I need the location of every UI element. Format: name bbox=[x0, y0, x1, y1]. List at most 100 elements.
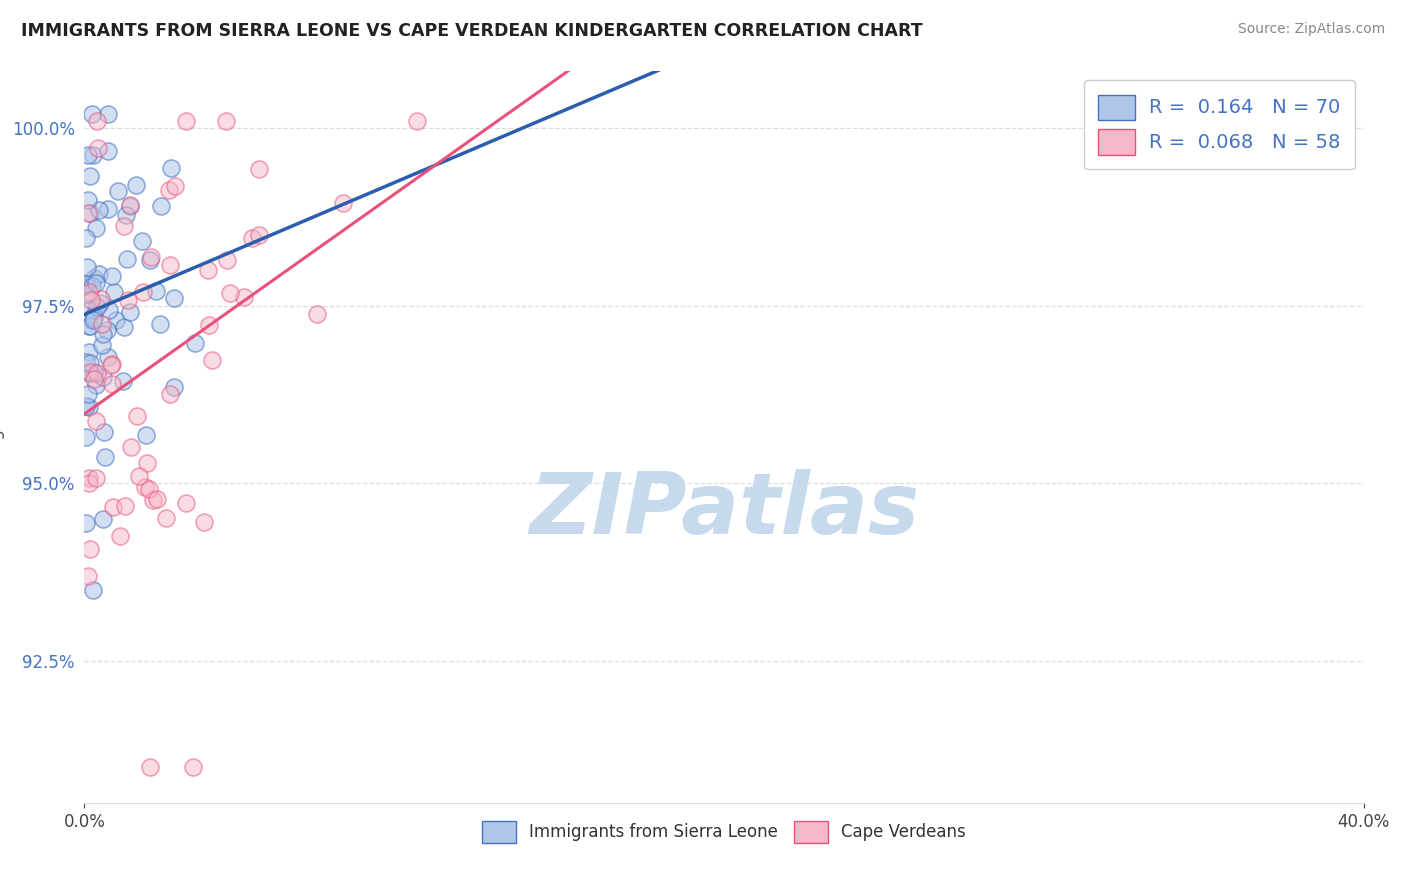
Point bbox=[82, 147, 104, 161]
Point bbox=[125, 178, 148, 192]
Point bbox=[79, 471, 101, 485]
Point bbox=[135, 427, 157, 442]
Point bbox=[201, 352, 224, 367]
Point bbox=[79, 319, 101, 334]
Point bbox=[127, 409, 149, 423]
Point bbox=[149, 317, 172, 331]
Point bbox=[77, 344, 100, 359]
Text: Source: ZipAtlas.com: Source: ZipAtlas.com bbox=[1237, 22, 1385, 37]
Point bbox=[138, 482, 160, 496]
Point bbox=[87, 268, 110, 282]
Point bbox=[111, 374, 134, 388]
Point bbox=[79, 542, 101, 557]
Point bbox=[157, 183, 180, 197]
Point bbox=[75, 355, 97, 369]
Point bbox=[215, 252, 238, 267]
Point bbox=[120, 198, 142, 212]
Point bbox=[77, 193, 100, 207]
Point bbox=[96, 323, 118, 337]
Point bbox=[197, 262, 219, 277]
Point bbox=[184, 335, 207, 350]
Point bbox=[75, 399, 97, 413]
Point bbox=[307, 307, 329, 321]
Point bbox=[101, 357, 124, 371]
Point bbox=[232, 289, 254, 303]
Text: IMMIGRANTS FROM SIERRA LEONE VS CAPE VERDEAN KINDERGARTEN CORRELATION CHART: IMMIGRANTS FROM SIERRA LEONE VS CAPE VER… bbox=[21, 22, 922, 40]
Point bbox=[101, 268, 124, 283]
Point bbox=[150, 199, 173, 213]
Point bbox=[80, 293, 103, 308]
Point bbox=[181, 760, 204, 774]
Point bbox=[91, 511, 114, 525]
Point bbox=[114, 499, 136, 513]
Point bbox=[97, 107, 120, 121]
Point bbox=[76, 260, 98, 274]
Y-axis label: Kindergarten: Kindergarten bbox=[0, 383, 3, 491]
Point bbox=[197, 318, 219, 332]
Point bbox=[134, 480, 156, 494]
Point bbox=[79, 356, 101, 370]
Point bbox=[103, 285, 125, 299]
Text: ZIPatlas: ZIPatlas bbox=[529, 468, 920, 552]
Point bbox=[97, 144, 120, 158]
Point bbox=[86, 114, 108, 128]
Point bbox=[87, 141, 110, 155]
Point bbox=[163, 380, 186, 394]
Point bbox=[80, 279, 103, 293]
Point bbox=[108, 529, 131, 543]
Point bbox=[112, 219, 135, 233]
Point bbox=[249, 228, 271, 243]
Point bbox=[90, 338, 112, 352]
Point bbox=[93, 370, 115, 384]
Point bbox=[83, 371, 105, 385]
Point bbox=[79, 206, 101, 220]
Point bbox=[84, 221, 107, 235]
Point bbox=[83, 311, 105, 326]
Point bbox=[75, 516, 97, 530]
Point bbox=[104, 313, 127, 327]
Point bbox=[139, 760, 162, 774]
Point bbox=[132, 285, 155, 299]
Point bbox=[159, 259, 181, 273]
Point bbox=[86, 366, 108, 380]
Point bbox=[219, 285, 242, 300]
Point bbox=[240, 231, 263, 245]
Point bbox=[76, 286, 98, 301]
Point bbox=[82, 582, 104, 597]
Point bbox=[93, 450, 115, 465]
Point bbox=[83, 271, 105, 285]
Point bbox=[128, 469, 150, 483]
Point bbox=[406, 114, 429, 128]
Point bbox=[76, 206, 98, 220]
Point bbox=[115, 252, 138, 267]
Point bbox=[83, 365, 105, 379]
Point bbox=[97, 202, 120, 216]
Point bbox=[112, 320, 135, 334]
Point bbox=[90, 292, 112, 306]
Point bbox=[155, 511, 177, 525]
Point bbox=[163, 291, 186, 305]
Point bbox=[100, 359, 122, 373]
Point bbox=[86, 378, 108, 392]
Point bbox=[91, 327, 114, 342]
Point bbox=[159, 386, 181, 401]
Point bbox=[84, 415, 107, 429]
Point bbox=[117, 293, 139, 307]
Point bbox=[174, 496, 197, 510]
Point bbox=[76, 386, 98, 401]
Point bbox=[131, 234, 153, 248]
Point bbox=[75, 277, 97, 291]
Point bbox=[93, 425, 115, 439]
Point bbox=[101, 377, 124, 392]
Point bbox=[89, 295, 111, 310]
Point bbox=[76, 569, 98, 583]
Point bbox=[75, 231, 97, 245]
Point bbox=[84, 276, 107, 290]
Point bbox=[77, 285, 100, 300]
Point bbox=[97, 302, 120, 317]
Point bbox=[142, 493, 165, 508]
Point bbox=[332, 195, 354, 210]
Point bbox=[84, 471, 107, 485]
Point bbox=[86, 301, 108, 315]
Point bbox=[77, 475, 100, 490]
